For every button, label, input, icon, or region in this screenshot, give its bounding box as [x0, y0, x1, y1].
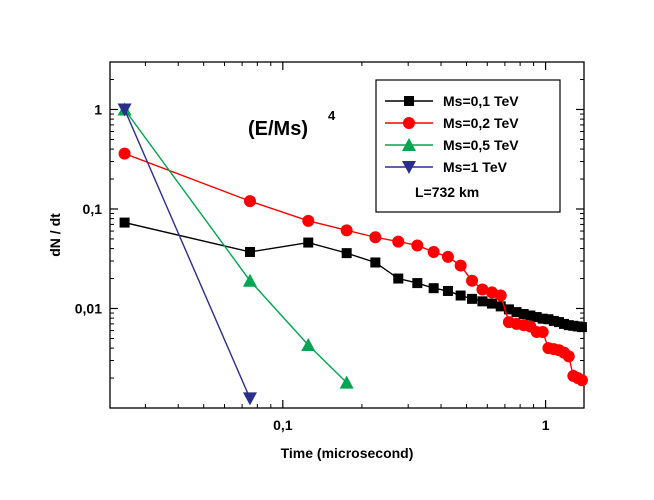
- data-point: [243, 195, 256, 208]
- scaling-annotation: (E/Ms) 4: [248, 108, 336, 140]
- legend-swatch-marker: [404, 96, 414, 106]
- data-point: [369, 231, 382, 244]
- annotation-exponent: 4: [328, 108, 336, 123]
- x-tick-label: 0,1: [273, 417, 293, 433]
- y-tick-label: 1: [94, 101, 102, 117]
- legend: Ms=0,1 TeV Ms=0,2 TeV Ms=0,5 TeV Ms=1 TeV L…: [375, 79, 561, 213]
- data-point: [486, 298, 497, 309]
- y-tick-label: 0,01: [75, 300, 102, 316]
- data-point: [118, 147, 131, 160]
- data-point: [427, 245, 440, 258]
- data-point: [339, 375, 354, 389]
- x-axis-title: Time (microsecond): [281, 445, 414, 461]
- legend-swatch-marker: [403, 117, 415, 129]
- data-point: [302, 214, 315, 227]
- data-point: [340, 224, 353, 237]
- data-point: [454, 259, 467, 272]
- series-line: [123, 109, 251, 399]
- data-point: [119, 217, 130, 228]
- legend-label: Ms=0,2 TeV: [443, 115, 519, 131]
- legend-label: Ms=1 TeV: [443, 159, 508, 175]
- y-axis-title: dN / dt: [47, 213, 63, 257]
- data-point: [525, 310, 536, 321]
- data-point: [495, 301, 506, 312]
- series-layer: [117, 102, 588, 406]
- series-1: [118, 147, 588, 387]
- data-point: [503, 304, 514, 315]
- legend-distance-label: L=732 km: [415, 184, 479, 200]
- legend-entry: Ms=0,1 TeV: [385, 93, 519, 109]
- data-point: [476, 283, 489, 296]
- legend-entry: Ms=0,2 TeV: [385, 115, 519, 131]
- data-point: [455, 290, 466, 301]
- series-2: [117, 102, 354, 389]
- data-point: [244, 246, 255, 257]
- data-point: [303, 237, 314, 248]
- legend-label: Ms=0,5 TeV: [443, 137, 519, 153]
- data-point: [412, 278, 423, 289]
- data-point: [531, 312, 542, 323]
- legend-entry: Ms=1 TeV: [385, 159, 508, 175]
- data-point: [301, 337, 316, 351]
- axis-ticks: 0,1 1 0,01 0,1 1: [75, 62, 584, 433]
- data-point: [411, 239, 424, 252]
- data-point: [441, 250, 454, 263]
- data-point: [494, 289, 507, 302]
- data-point: [467, 293, 478, 304]
- legend-label: Ms=0,1 TeV: [443, 93, 519, 109]
- data-point: [442, 285, 453, 296]
- x-tick-label: 1: [542, 417, 550, 433]
- data-point: [370, 257, 381, 268]
- data-point: [548, 315, 559, 326]
- series-3: [117, 103, 257, 406]
- data-point: [117, 103, 132, 117]
- data-point: [576, 322, 587, 333]
- y-tick-label: 0,1: [83, 201, 103, 217]
- data-point: [392, 235, 405, 248]
- legend-swatch-marker: [402, 138, 416, 151]
- data-point: [477, 296, 488, 307]
- data-point: [518, 309, 529, 320]
- data-point: [536, 326, 549, 339]
- series-line: [124, 109, 348, 384]
- data-point: [428, 283, 439, 294]
- data-point: [562, 350, 575, 363]
- data-point: [575, 374, 588, 387]
- series-0: [119, 217, 587, 333]
- annotation-base: (E/Ms): [248, 118, 308, 140]
- legend-entry: Ms=0,5 TeV: [385, 137, 519, 153]
- legend-swatch-marker: [402, 161, 416, 174]
- data-point: [242, 392, 257, 406]
- data-point: [242, 273, 257, 287]
- data-point: [341, 248, 352, 259]
- data-point: [543, 314, 554, 325]
- legend-entries: Ms=0,1 TeV Ms=0,2 TeV Ms=0,5 TeV Ms=1 TeV: [385, 93, 519, 175]
- data-point: [466, 274, 479, 287]
- data-point: [537, 313, 548, 324]
- data-point: [511, 307, 522, 318]
- plot-frame: [109, 61, 585, 409]
- data-point: [393, 273, 404, 284]
